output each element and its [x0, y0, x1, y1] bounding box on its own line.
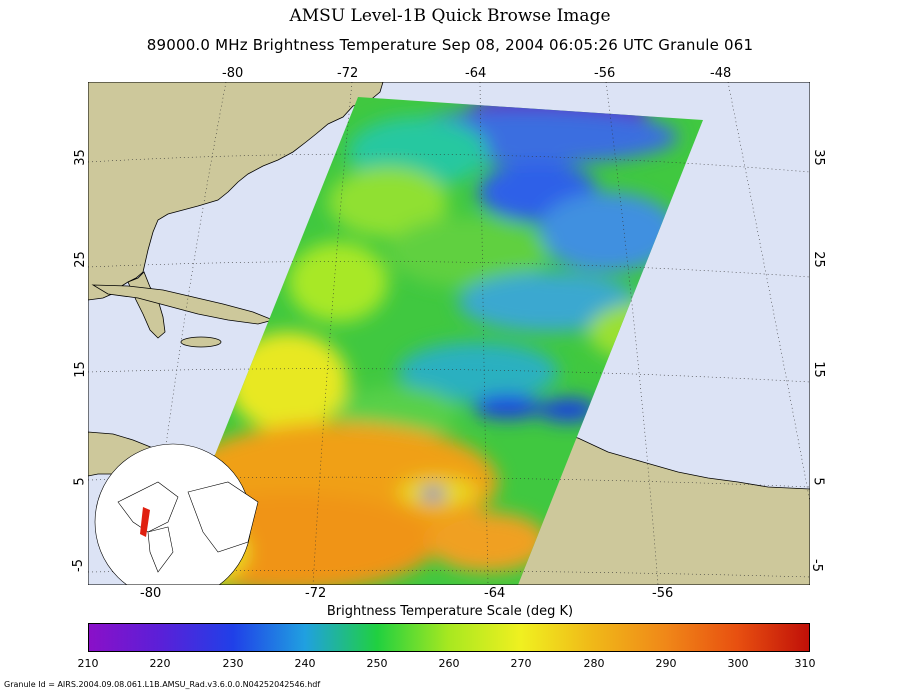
- left-tick-label: -5: [70, 559, 86, 572]
- map-title: AMSU Level-1B Quick Browse Image: [289, 6, 611, 26]
- right-tick-label: 5: [810, 477, 826, 486]
- top-tick-label: -80: [222, 66, 244, 81]
- colorbar-label: 310: [794, 657, 816, 670]
- right-tick-label: 25: [810, 251, 826, 268]
- top-tick-label: -64: [465, 66, 487, 81]
- bottom-tick-label: -64: [484, 586, 506, 601]
- north-america-land: [88, 82, 384, 301]
- colorbar-label: 250: [366, 657, 388, 670]
- granule-id: Granule Id = AIRS.2004.09.08.061.L1B.AMS…: [4, 680, 321, 689]
- bottom-tick-label: -56: [652, 586, 674, 601]
- left-tick-label: 5: [72, 477, 88, 486]
- colorbar-title: Brightness Temperature Scale (deg K): [326, 604, 574, 619]
- top-tick-label: -56: [594, 66, 616, 81]
- inset-globe: [94, 443, 259, 585]
- colorbar-label: 210: [77, 657, 99, 670]
- colorbar-label: 270: [510, 657, 532, 670]
- colorbar-label: 260: [438, 657, 460, 670]
- top-tick-label: -48: [710, 66, 732, 81]
- right-tick-label: 35: [810, 149, 826, 166]
- bottom-tick-label: -72: [305, 586, 327, 601]
- bottom-tick-label: -80: [140, 586, 162, 601]
- right-tick-label: 15: [810, 361, 826, 378]
- colorbar-label: 280: [583, 657, 605, 670]
- colorbar: [88, 623, 810, 652]
- map-panel: [88, 82, 810, 585]
- cuba-land: [91, 284, 275, 325]
- map-subtitle: 89000.0 MHz Brightness Temperature Sep 0…: [146, 36, 754, 54]
- colorbar-label: 300: [727, 657, 749, 670]
- left-tick-label: 25: [72, 251, 88, 268]
- top-tick-label: -72: [337, 66, 359, 81]
- colorbar-label: 240: [294, 657, 316, 670]
- graticule: [88, 82, 810, 585]
- left-tick-label: 35: [72, 149, 88, 166]
- colorbar-label: 290: [655, 657, 677, 670]
- right-tick-label: -5: [808, 559, 824, 572]
- colorbar-label: 220: [149, 657, 171, 670]
- colorbar-label: 230: [222, 657, 244, 670]
- left-tick-label: 15: [72, 361, 88, 378]
- jamaica-land: [180, 336, 222, 348]
